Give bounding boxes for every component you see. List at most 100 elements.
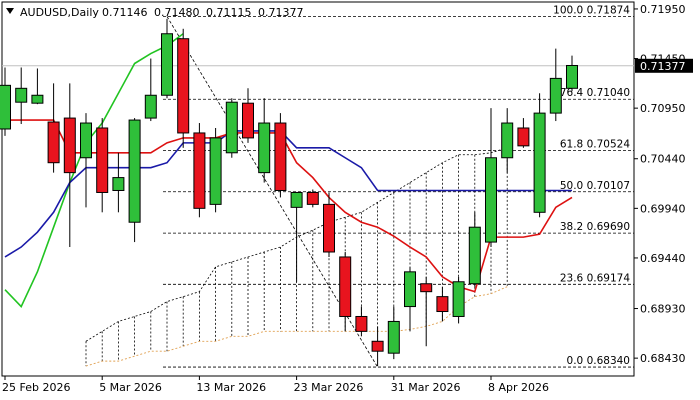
candle-body (485, 157, 497, 243)
candle[interactable] (339, 251, 352, 332)
candle[interactable] (274, 113, 287, 198)
candle[interactable] (258, 98, 271, 183)
ohlc-open: 0.71146 (102, 6, 148, 19)
candle[interactable] (468, 212, 481, 287)
candle-body (549, 77, 562, 114)
candle-body (290, 191, 303, 208)
y-tick-label: 0.69940 (640, 202, 686, 215)
candle[interactable] (501, 108, 514, 173)
candle[interactable] (161, 18, 173, 99)
fib-level-label: 50.0 0.70107 (560, 180, 630, 192)
candle-body (306, 191, 319, 205)
ohlc-close: 0.71377 (258, 6, 304, 19)
fibonacci-layer: 100.0 0.71874 76.4 0.71040 61.8 0.70524 50.… (163, 4, 634, 368)
candle-body (404, 271, 416, 308)
x-tick-label: 25 Feb 2026 (2, 381, 70, 394)
candle[interactable] (177, 28, 190, 148)
candle[interactable] (193, 123, 206, 218)
candle-body (387, 320, 400, 354)
candle[interactable] (485, 108, 497, 248)
candle[interactable] (533, 93, 546, 218)
candle[interactable] (63, 83, 76, 248)
fib-level-label: 61.8 0.70524 (560, 138, 630, 150)
x-tick-label: 23 Mar 2026 (294, 381, 364, 394)
candle[interactable] (96, 118, 109, 213)
candle-body (128, 119, 141, 223)
x-tick-label: 8 Apr 2026 (488, 381, 549, 394)
x-axis: 25 Feb 2026 5 Mar 2026 13 Mar 2026 23 Mar 2… (2, 376, 549, 394)
candle-body (436, 296, 449, 313)
candle[interactable] (566, 55, 578, 92)
current-price-label: 0.71377 (640, 60, 686, 73)
candle[interactable] (242, 88, 254, 143)
chart-symbol-label: AUDUSD,Daily (20, 6, 99, 19)
candle[interactable] (549, 48, 562, 122)
candle[interactable] (404, 266, 416, 332)
ohlc-high: 0.71480 (154, 6, 200, 19)
candle-body (517, 127, 530, 147)
candle[interactable] (225, 98, 238, 158)
candle[interactable] (436, 286, 449, 322)
candle-body (258, 122, 271, 174)
candle-body (209, 137, 222, 205)
candles-layer[interactable] (0, 18, 578, 367)
candle[interactable] (290, 191, 303, 282)
candle[interactable] (0, 67, 11, 136)
y-tick-label: 0.69440 (640, 252, 686, 265)
candle-body (533, 112, 546, 213)
y-tick-label: 0.71950 (640, 3, 686, 16)
candle-body (96, 127, 109, 193)
candle-body (501, 122, 514, 159)
candle-body (144, 94, 157, 119)
y-axis: 0.719500.714500.709500.704400.699400.694… (634, 3, 693, 365)
cloud-lower-boundary (85, 286, 508, 367)
ohlc-low: 0.71115 (206, 6, 252, 19)
x-tick-label: 5 Mar 2026 (99, 381, 162, 394)
fib-level-label: 38.2 0.69690 (560, 221, 630, 233)
candle[interactable] (15, 67, 28, 125)
candle[interactable] (420, 276, 433, 347)
candle[interactable] (306, 189, 319, 208)
candle[interactable] (387, 306, 400, 360)
candle[interactable] (47, 83, 60, 173)
candle[interactable] (371, 326, 384, 367)
candle-body (225, 101, 238, 154)
candle-body (452, 281, 465, 317)
collapse-triangle-icon[interactable] (6, 8, 14, 14)
candle-body (242, 102, 254, 139)
y-tick-label: 0.68430 (640, 352, 686, 365)
candle[interactable] (144, 58, 157, 122)
candle-body (323, 203, 335, 253)
x-tick-label: 31 Mar 2026 (391, 381, 461, 394)
candle-body (468, 226, 481, 285)
candle[interactable] (355, 306, 368, 337)
candle-body (0, 84, 11, 130)
current-price-box (635, 58, 693, 73)
candle[interactable] (209, 127, 222, 213)
candle[interactable] (517, 118, 530, 148)
candle[interactable] (128, 118, 141, 243)
candle[interactable] (31, 68, 44, 105)
fib-level-label: 100.0 0.71874 (553, 4, 630, 16)
candle-body (112, 177, 125, 191)
candle-body (371, 340, 384, 352)
candle-body (177, 38, 190, 134)
candle-body (274, 122, 287, 191)
candle[interactable] (323, 192, 335, 257)
candle-body (31, 94, 44, 104)
candle-body (339, 256, 352, 317)
y-tick-label: 0.70950 (640, 102, 686, 115)
candle-body (355, 315, 368, 332)
candle[interactable] (452, 276, 465, 324)
candle[interactable] (112, 152, 125, 213)
candle[interactable] (80, 113, 92, 208)
candle-body (80, 122, 92, 159)
fib-level-label: 23.6 0.69174 (560, 272, 630, 284)
x-tick-label: 13 Mar 2026 (196, 381, 266, 394)
candle-body (193, 132, 206, 209)
fib-level-label: 0.0 0.68340 (567, 355, 630, 367)
candle-body (15, 87, 28, 103)
candle-body (63, 117, 76, 174)
lagging-span-line (4, 33, 184, 308)
